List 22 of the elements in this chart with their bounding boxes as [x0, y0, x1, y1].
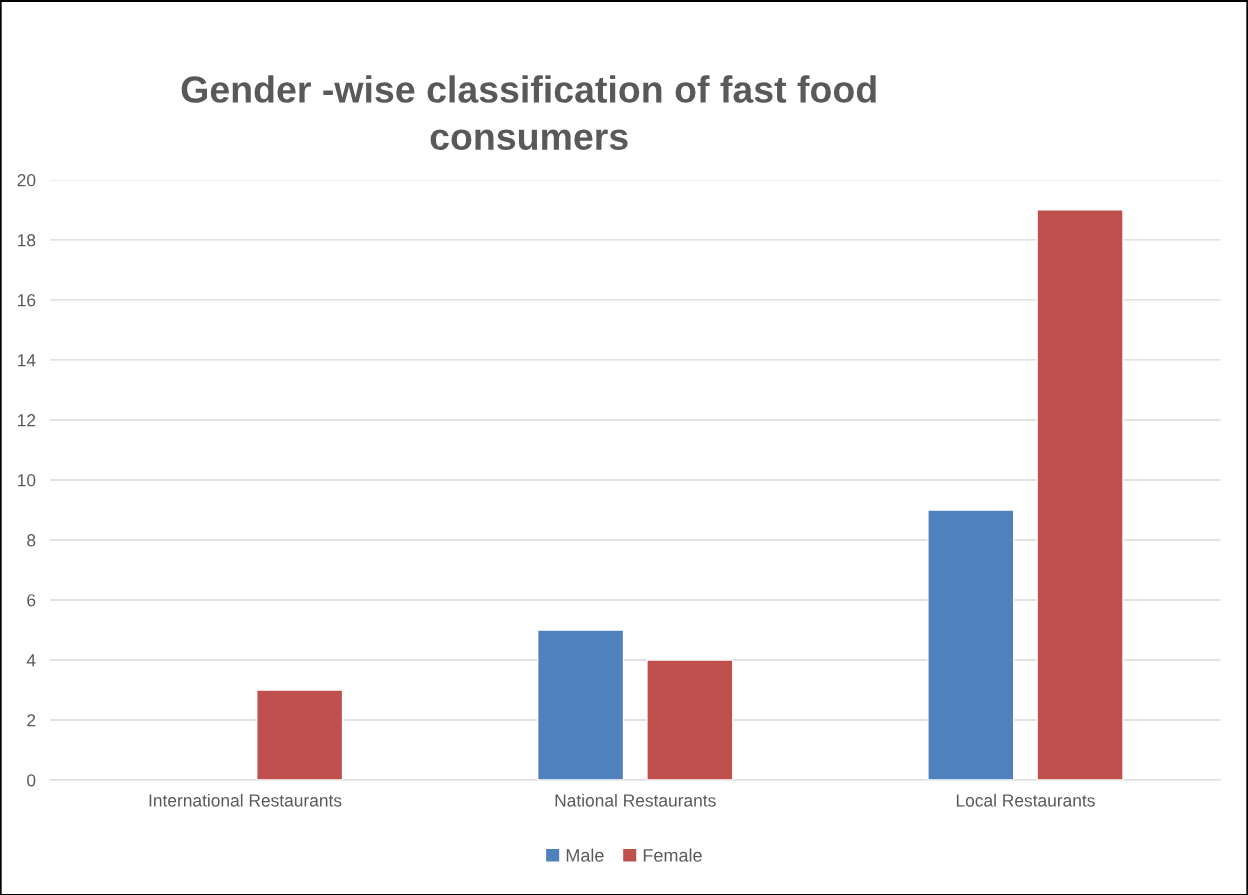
bar: [927, 509, 1015, 780]
bar: [256, 689, 344, 780]
bar: [536, 629, 625, 780]
legend-label: Male: [566, 848, 604, 862]
y-tick-label: 2: [27, 714, 36, 727]
bar: [1036, 209, 1124, 780]
y-tick-label: 12: [18, 414, 36, 427]
x-tick-label: National Restaurants: [555, 793, 716, 807]
y-tick-label: 20: [17, 174, 36, 187]
y-tick-label: 18: [18, 234, 36, 247]
chart-title: Gender -wise classification of fast food consumers: [181, 75, 876, 151]
x-tick-label: Local Restaurants: [956, 793, 1095, 807]
y-tick-label: 0: [27, 774, 36, 787]
bar: [646, 659, 734, 780]
x-tick-label: International Restaurants: [149, 793, 342, 807]
legend-label: Female: [643, 848, 702, 862]
y-tick-label: 4: [26, 654, 36, 667]
y-tick-label: 16: [18, 294, 36, 307]
y-tick-label: 14: [18, 354, 36, 367]
y-tick-label: 6: [27, 594, 36, 607]
y-tick-label: 10: [18, 474, 36, 487]
y-tick-label: 8: [27, 534, 36, 547]
